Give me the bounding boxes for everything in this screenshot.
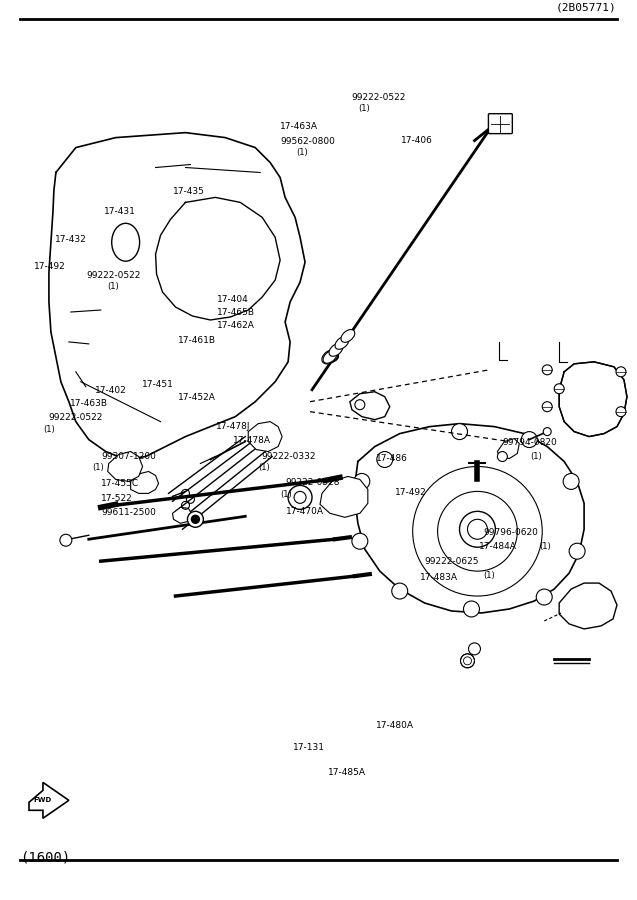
Text: 17-470A: 17-470A — [285, 507, 324, 516]
Ellipse shape — [329, 344, 343, 356]
Text: 99222-0522: 99222-0522 — [87, 271, 141, 280]
Text: 99222-0522: 99222-0522 — [48, 413, 103, 422]
Text: 99611-2500: 99611-2500 — [101, 508, 156, 517]
Circle shape — [497, 452, 507, 462]
Circle shape — [354, 473, 370, 490]
Text: (1): (1) — [296, 148, 308, 157]
Polygon shape — [155, 197, 280, 320]
Text: (1): (1) — [530, 452, 541, 461]
Circle shape — [60, 535, 72, 546]
Text: 99222-0522: 99222-0522 — [352, 93, 406, 102]
Circle shape — [542, 401, 552, 411]
Circle shape — [464, 601, 480, 617]
Text: 99222-0332: 99222-0332 — [261, 452, 316, 461]
Circle shape — [452, 424, 468, 439]
Text: 99794-0820: 99794-0820 — [503, 438, 557, 447]
Text: 17-461B: 17-461B — [178, 336, 215, 345]
Text: 17-522: 17-522 — [101, 494, 133, 503]
Text: 17-451: 17-451 — [142, 380, 174, 389]
Text: (1): (1) — [358, 104, 369, 113]
Polygon shape — [559, 583, 617, 629]
Text: (2B05771): (2B05771) — [556, 2, 617, 12]
Text: 17-478A: 17-478A — [233, 436, 271, 446]
Text: (1): (1) — [540, 542, 551, 551]
Text: 99222-0625: 99222-0625 — [424, 557, 478, 566]
Text: 17-480A: 17-480A — [376, 722, 413, 731]
Ellipse shape — [341, 329, 355, 342]
Text: (1600): (1600) — [20, 850, 70, 865]
Circle shape — [187, 511, 203, 527]
Polygon shape — [497, 438, 519, 458]
Polygon shape — [108, 452, 143, 482]
Text: (1): (1) — [43, 425, 55, 434]
Text: 99796-0620: 99796-0620 — [483, 527, 538, 536]
Text: FWD: FWD — [34, 797, 52, 804]
Circle shape — [468, 643, 480, 655]
Text: (1): (1) — [280, 491, 292, 500]
Polygon shape — [355, 424, 584, 613]
Circle shape — [554, 383, 564, 393]
Ellipse shape — [335, 337, 349, 349]
Circle shape — [569, 544, 585, 559]
Text: (1): (1) — [258, 464, 270, 472]
Text: (1): (1) — [92, 464, 104, 472]
Text: 17-483A: 17-483A — [420, 572, 458, 581]
Text: 17-484A: 17-484A — [478, 542, 517, 551]
Circle shape — [377, 452, 393, 467]
Text: 17-492: 17-492 — [34, 262, 66, 271]
Text: (1): (1) — [108, 282, 120, 291]
Polygon shape — [131, 472, 159, 493]
Polygon shape — [29, 782, 69, 818]
Circle shape — [355, 400, 365, 410]
Circle shape — [352, 534, 368, 549]
Circle shape — [459, 511, 496, 547]
Text: 17-465B: 17-465B — [217, 308, 255, 317]
Polygon shape — [248, 421, 282, 452]
Text: 17-431: 17-431 — [104, 207, 136, 216]
Circle shape — [461, 653, 475, 668]
Ellipse shape — [323, 350, 337, 364]
Text: 17-478J: 17-478J — [216, 422, 250, 431]
Text: 17-462A: 17-462A — [217, 321, 255, 330]
Circle shape — [521, 432, 537, 447]
Circle shape — [543, 428, 551, 436]
Text: 17-402: 17-402 — [95, 386, 127, 395]
Text: 17-485A: 17-485A — [328, 768, 366, 777]
Circle shape — [616, 407, 626, 417]
Text: 99562-0800: 99562-0800 — [280, 137, 335, 146]
Text: 17-463B: 17-463B — [69, 400, 108, 409]
Circle shape — [288, 485, 312, 509]
Circle shape — [392, 583, 408, 599]
Text: 17-432: 17-432 — [55, 236, 87, 245]
Text: 17-404: 17-404 — [217, 294, 248, 303]
Polygon shape — [49, 132, 305, 460]
Polygon shape — [350, 392, 390, 419]
Text: 17-492: 17-492 — [395, 489, 426, 498]
Polygon shape — [320, 476, 368, 518]
Circle shape — [616, 367, 626, 377]
Text: 99222-0528: 99222-0528 — [285, 479, 340, 488]
FancyBboxPatch shape — [489, 113, 512, 133]
Ellipse shape — [322, 350, 338, 364]
Text: 99307-1200: 99307-1200 — [101, 452, 156, 461]
Text: (1): (1) — [483, 571, 496, 580]
Circle shape — [536, 590, 552, 605]
Circle shape — [542, 364, 552, 374]
Polygon shape — [559, 362, 627, 436]
Circle shape — [192, 516, 199, 523]
Text: 17-131: 17-131 — [293, 743, 325, 752]
Text: 17-486: 17-486 — [376, 454, 408, 464]
Circle shape — [563, 473, 579, 490]
Text: 17-455C: 17-455C — [101, 480, 140, 489]
Polygon shape — [173, 508, 192, 523]
Text: 17-406: 17-406 — [401, 136, 433, 145]
Text: 17-463A: 17-463A — [280, 122, 318, 131]
Text: 17-452A: 17-452A — [178, 393, 215, 402]
Text: 17-435: 17-435 — [173, 187, 204, 196]
